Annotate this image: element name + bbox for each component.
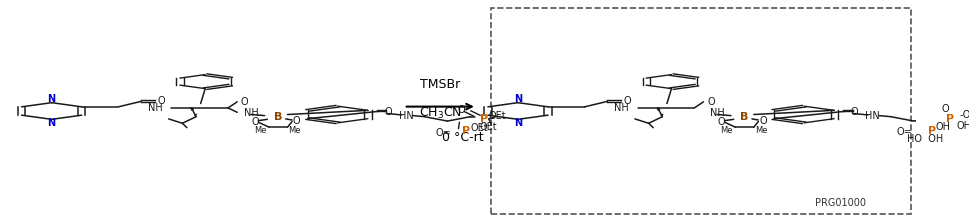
Text: OEt: OEt: [488, 111, 506, 121]
Text: O: O: [293, 116, 300, 126]
Text: O: O: [457, 105, 464, 115]
Text: HN: HN: [864, 111, 879, 121]
Text: OEt: OEt: [480, 122, 497, 132]
Text: O: O: [157, 96, 165, 106]
Text: PRG01000: PRG01000: [814, 198, 865, 208]
Text: NH: NH: [147, 103, 162, 113]
Text: NH: NH: [613, 103, 628, 113]
Text: Me: Me: [254, 127, 266, 135]
Text: N: N: [514, 118, 521, 128]
Text: -OH: -OH: [958, 110, 969, 120]
Text: Me: Me: [719, 127, 732, 135]
Text: NH: NH: [243, 108, 258, 118]
Text: O: O: [759, 116, 766, 126]
Text: CH$_3$CN: CH$_3$CN: [419, 106, 461, 121]
Text: B: B: [274, 112, 282, 122]
Text: O: O: [706, 97, 714, 107]
Text: P: P: [927, 126, 935, 136]
Text: P: P: [461, 126, 469, 136]
Text: P: P: [946, 114, 953, 124]
Text: Me: Me: [754, 127, 766, 135]
Text: O: O: [623, 96, 631, 106]
Text: O=: O=: [434, 128, 451, 138]
Text: 0 °C-rt: 0 °C-rt: [442, 131, 484, 144]
Text: O: O: [384, 107, 391, 117]
Text: HN: HN: [398, 111, 414, 121]
Text: TMSBr: TMSBr: [420, 78, 460, 91]
Text: NH: NH: [709, 108, 724, 118]
Text: OH: OH: [934, 122, 950, 132]
Text: Me: Me: [288, 127, 300, 135]
Text: HO  OH: HO OH: [906, 134, 942, 144]
Text: O: O: [240, 97, 248, 107]
Text: N: N: [47, 118, 55, 128]
Text: O: O: [941, 104, 949, 114]
Text: N: N: [514, 94, 521, 104]
Text: O: O: [251, 117, 259, 127]
Text: N: N: [47, 94, 55, 104]
Bar: [490, 8, 910, 214]
Text: O=: O=: [896, 127, 912, 137]
Text: B: B: [739, 112, 748, 122]
Text: P: P: [480, 114, 487, 124]
Text: OH: OH: [955, 121, 969, 131]
Text: O: O: [850, 107, 858, 117]
Text: OEt: OEt: [470, 123, 487, 133]
Text: O: O: [717, 117, 725, 127]
